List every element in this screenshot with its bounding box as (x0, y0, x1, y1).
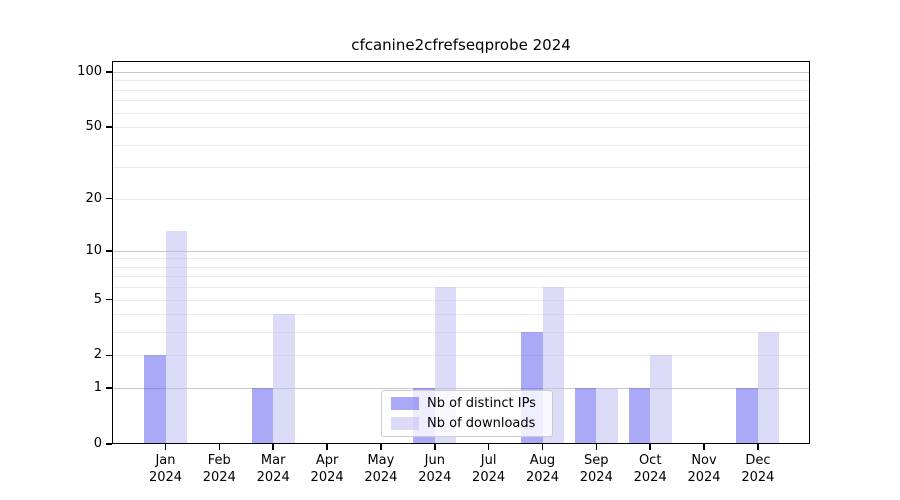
y-tick-mark-0 (106, 443, 112, 445)
x-tick-mark-mar (272, 444, 274, 450)
gridline-8 (113, 266, 809, 268)
x-tick-label-nov: Nov 2024 (687, 453, 721, 485)
legend-swatch-downloads-icon (391, 417, 419, 430)
bar-distinct-ips-jan (144, 355, 166, 444)
x-tick-label-may: May 2024 (364, 453, 398, 485)
gridline-20 (113, 198, 809, 200)
gridline-7 (113, 276, 809, 278)
x-tick-mark-jan (164, 444, 167, 450)
x-tick-label-oct: Oct 2024 (633, 453, 667, 485)
x-tick-mark-may (380, 444, 382, 450)
x-tick-label-dec: Dec 2024 (741, 453, 775, 485)
y-tick-mark-5 (106, 298, 112, 301)
legend-label-distinct-ips: Nb of distinct IPs (427, 396, 536, 411)
legend-label-downloads: Nb of downloads (427, 416, 536, 431)
x-tick-mark-oct (649, 444, 651, 450)
bar-downloads-dec (757, 332, 780, 444)
bar-downloads-mar (273, 314, 295, 444)
x-tick-label-mar: Mar 2024 (256, 453, 290, 485)
x-tick-mark-feb (218, 444, 221, 450)
x-tick-mark-jun (434, 444, 436, 450)
x-tick-mark-jul (487, 444, 490, 450)
gridline-70 (113, 100, 809, 102)
y-tick-mark-2 (106, 354, 112, 357)
legend-item-distinct-ips: Nb of distinct IPs (391, 396, 552, 411)
plot-border (112, 61, 810, 444)
y-tick-mark-20 (106, 197, 112, 200)
x-tick-label-feb: Feb 2024 (202, 453, 236, 485)
gridline-40 (113, 144, 809, 146)
legend-item-downloads: Nb of downloads (391, 416, 552, 431)
y-tick-label-5: 5 (93, 291, 102, 307)
gridline-80 (113, 89, 809, 91)
x-tick-mark-sep (595, 444, 597, 450)
gridline-90 (113, 80, 809, 82)
gridline-50 (113, 127, 809, 129)
y-tick-mark-50 (106, 126, 112, 128)
y-tick-label-2: 2 (93, 347, 102, 363)
gridline-3 (113, 332, 809, 334)
chart-title: cfcanine2cfrefseqprobe 2024 (351, 36, 571, 54)
x-tick-mark-aug (541, 444, 544, 450)
y-tick-label-50: 50 (85, 119, 102, 135)
x-tick-mark-nov (703, 444, 705, 450)
gridline-5 (113, 299, 809, 301)
bar-distinct-ips-sep (574, 388, 597, 444)
bar-distinct-ips-dec (736, 388, 758, 444)
y-tick-label-0: 0 (93, 436, 102, 451)
y-tick-mark-100 (106, 71, 112, 73)
y-tick-mark-10 (106, 250, 112, 252)
x-tick-mark-dec (757, 444, 759, 450)
y-tick-label-10: 10 (85, 242, 102, 258)
bar-distinct-ips-oct (628, 388, 651, 444)
x-tick-label-jan: Jan 2024 (148, 453, 183, 485)
bar-downloads-jan (165, 231, 187, 444)
x-tick-label-apr: Apr 2024 (310, 453, 344, 485)
bar-distinct-ips-mar (251, 388, 274, 444)
x-tick-label-sep: Sep 2024 (579, 453, 613, 485)
legend-swatch-distinct-ips-icon (391, 397, 419, 410)
gridline-30 (113, 167, 809, 169)
legend: Nb of distinct IPs Nb of downloads (381, 390, 553, 437)
gridline-100 (113, 72, 809, 73)
y-tick-label-20: 20 (85, 190, 102, 206)
y-tick-label-100: 100 (77, 64, 102, 79)
x-tick-label-jun: Jun 2024 (418, 453, 452, 485)
gridline-4 (113, 314, 809, 316)
y-tick-mark-1 (106, 387, 112, 389)
y-tick-label-1: 1 (93, 380, 102, 396)
gridline-9 (113, 258, 809, 260)
x-tick-mark-apr (326, 444, 328, 450)
x-tick-label-aug: Aug 2024 (525, 453, 560, 485)
gridline-6 (113, 287, 809, 289)
bar-downloads-oct (650, 355, 672, 444)
gridline-60 (113, 112, 809, 114)
x-tick-label-jul: Jul 2024 (472, 453, 506, 485)
gridline-10 (113, 250, 809, 252)
bar-downloads-sep (596, 388, 618, 444)
gridline-2 (113, 355, 809, 357)
gridline-1 (113, 388, 809, 390)
